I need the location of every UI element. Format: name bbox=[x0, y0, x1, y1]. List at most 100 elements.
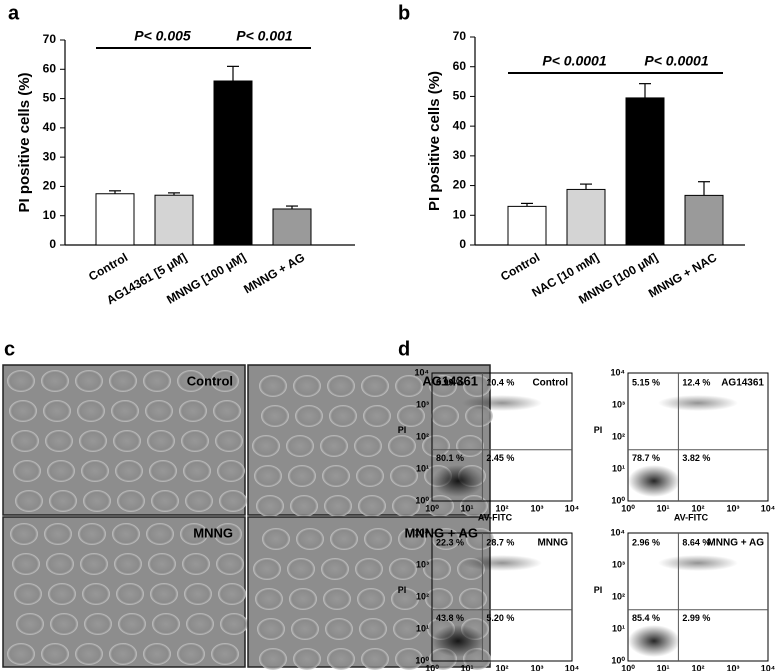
y-tick-label: 10¹ bbox=[416, 623, 429, 633]
y-tick-label: 0 bbox=[49, 237, 56, 251]
plot-label: Control bbox=[532, 378, 568, 389]
cell-texture bbox=[151, 490, 179, 512]
x-tick-label: 10² bbox=[691, 663, 704, 671]
bar bbox=[507, 205, 547, 246]
y-tick-label: 10⁴ bbox=[611, 527, 625, 537]
cell-texture bbox=[41, 370, 69, 392]
y-tick-label: 70 bbox=[43, 32, 57, 46]
y-axis-label: PI bbox=[594, 585, 603, 595]
x-tick-label: 10¹ bbox=[460, 663, 473, 671]
cell-texture bbox=[364, 528, 392, 550]
cell-texture bbox=[48, 583, 76, 605]
cell-texture bbox=[78, 523, 106, 545]
cell-texture bbox=[211, 370, 239, 392]
y-tick-label: 10² bbox=[612, 431, 625, 441]
quadrant-percent: 78.7 % bbox=[632, 453, 660, 463]
cell-texture bbox=[254, 465, 282, 487]
cell-texture bbox=[177, 643, 205, 665]
significance-label: P< 0.0001 bbox=[644, 53, 708, 69]
population-density bbox=[462, 555, 542, 571]
cell-texture bbox=[152, 613, 180, 635]
y-tick-label: 20 bbox=[43, 179, 57, 193]
cell-texture bbox=[389, 558, 417, 580]
cell-texture bbox=[16, 613, 44, 635]
cell-texture bbox=[80, 553, 108, 575]
y-axis-label: PI bbox=[594, 425, 603, 435]
quadrant-percent: 3.82 % bbox=[682, 453, 710, 463]
cell-texture bbox=[219, 490, 247, 512]
quadrant-percent: 2.45 % bbox=[486, 453, 514, 463]
cell-texture bbox=[423, 558, 451, 580]
cell-texture bbox=[330, 528, 358, 550]
y-axis-label: PI positive cells (%) bbox=[16, 72, 33, 212]
cell-texture bbox=[81, 460, 109, 482]
cell-texture bbox=[75, 643, 103, 665]
cell-texture bbox=[289, 588, 317, 610]
error-bar bbox=[168, 192, 180, 196]
y-tick-label: 10² bbox=[416, 431, 429, 441]
error-bar bbox=[580, 183, 592, 190]
y-tick-label: 10¹ bbox=[612, 463, 625, 473]
y-tick-label: 0 bbox=[459, 237, 466, 251]
cell-texture bbox=[184, 583, 212, 605]
cell-texture bbox=[358, 495, 386, 517]
quadrant-percent: 85.4 % bbox=[632, 613, 660, 623]
cell-texture bbox=[320, 435, 348, 457]
x-tick-label: 10³ bbox=[530, 503, 543, 513]
cell-texture bbox=[322, 465, 350, 487]
plot-frame bbox=[431, 532, 573, 662]
cell-texture bbox=[47, 460, 75, 482]
y-tick-label: 10¹ bbox=[416, 463, 429, 473]
cell-texture bbox=[9, 400, 37, 422]
cell-texture bbox=[109, 643, 137, 665]
x-axis-label: AV-FITC bbox=[478, 512, 513, 522]
cell-texture bbox=[395, 375, 423, 397]
error-bar bbox=[227, 65, 239, 81]
micrograph: Control bbox=[2, 364, 247, 516]
cell-texture bbox=[291, 618, 319, 640]
y-tick-label: 10⁴ bbox=[611, 367, 625, 377]
x-tick-label: 10¹ bbox=[656, 663, 669, 671]
cell-texture bbox=[390, 465, 418, 487]
x-tick-label: 10⁴ bbox=[761, 663, 775, 671]
plot-label: MNNG bbox=[537, 538, 568, 549]
cell-texture bbox=[143, 643, 171, 665]
y-tick-label: 40 bbox=[453, 118, 467, 132]
cell-texture bbox=[259, 375, 287, 397]
error-bar bbox=[521, 202, 533, 207]
cell-texture bbox=[109, 370, 137, 392]
plot-frame bbox=[627, 372, 769, 502]
x-axis-label: AV-FITC bbox=[674, 512, 709, 522]
x-tick-label: 10² bbox=[495, 663, 508, 671]
x-tick-label: 10³ bbox=[530, 663, 543, 671]
quadrant-percent: 80.1 % bbox=[436, 453, 464, 463]
y-tick-label: 10³ bbox=[416, 399, 429, 409]
cell-texture bbox=[392, 495, 420, 517]
cell-texture bbox=[12, 553, 40, 575]
cell-texture bbox=[43, 400, 71, 422]
y-tick-label: 50 bbox=[453, 89, 467, 103]
micrograph-label: MNNG bbox=[193, 525, 233, 540]
population-density bbox=[628, 625, 680, 657]
cell-texture bbox=[355, 558, 383, 580]
cell-texture bbox=[287, 558, 315, 580]
quadrant-percent: 5.15 % bbox=[632, 377, 660, 387]
cell-texture bbox=[329, 405, 357, 427]
cell-texture bbox=[261, 405, 289, 427]
error-bar bbox=[698, 181, 710, 196]
cell-texture bbox=[456, 435, 484, 457]
plot-label: AG14361 bbox=[721, 378, 764, 389]
micrograph: MNNG bbox=[2, 516, 248, 668]
cell-texture bbox=[13, 460, 41, 482]
significance-label: P< 0.001 bbox=[236, 28, 293, 44]
x-tick-label: 10⁰ bbox=[425, 503, 439, 513]
cell-texture bbox=[185, 490, 213, 512]
x-tick-label: 10⁰ bbox=[621, 503, 635, 513]
quadrant-percent: 5.20 % bbox=[486, 613, 514, 623]
population-density bbox=[462, 395, 542, 411]
cell-texture bbox=[14, 583, 42, 605]
cell-texture bbox=[422, 435, 450, 457]
significance-label: P< 0.0001 bbox=[542, 53, 606, 69]
cell-texture bbox=[181, 430, 209, 452]
cell-texture bbox=[431, 405, 459, 427]
